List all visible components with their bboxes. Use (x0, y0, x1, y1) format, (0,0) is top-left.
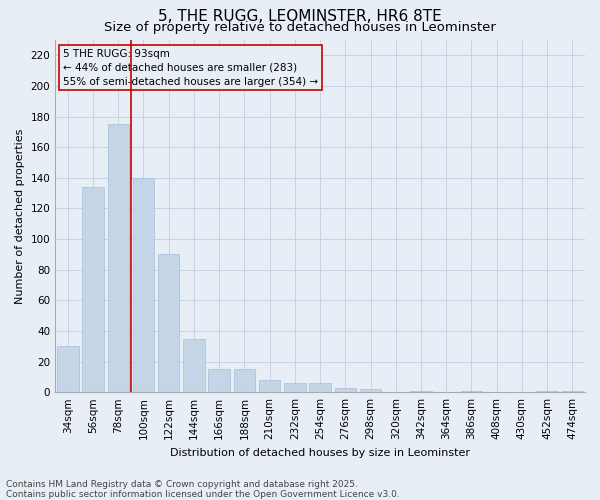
Text: Size of property relative to detached houses in Leominster: Size of property relative to detached ho… (104, 21, 496, 34)
Bar (82, 187, 104, 392)
Bar (410, 390, 432, 392)
Bar (310, 383, 331, 392)
Bar (183, 338, 205, 392)
Bar (57, 346, 79, 392)
Text: 5 THE RUGG: 93sqm
← 44% of detached houses are smaller (283)
55% of semi-detache: 5 THE RUGG: 93sqm ← 44% of detached hous… (63, 49, 318, 87)
Bar (461, 390, 482, 392)
Bar (208, 369, 230, 392)
Bar (335, 388, 356, 392)
Bar (284, 383, 305, 392)
Bar (562, 390, 583, 392)
X-axis label: Distribution of detached houses by size in Leominster: Distribution of detached houses by size … (170, 448, 470, 458)
Text: Contains HM Land Registry data © Crown copyright and database right 2025.
Contai: Contains HM Land Registry data © Crown c… (6, 480, 400, 499)
Bar (158, 254, 179, 392)
Bar (133, 178, 154, 392)
Bar (107, 124, 129, 392)
Bar (536, 390, 558, 392)
Text: 5, THE RUGG, LEOMINSTER, HR6 8TE: 5, THE RUGG, LEOMINSTER, HR6 8TE (158, 9, 442, 24)
Bar (360, 389, 381, 392)
Bar (233, 369, 255, 392)
Bar (259, 380, 280, 392)
Y-axis label: Number of detached properties: Number of detached properties (15, 128, 25, 304)
